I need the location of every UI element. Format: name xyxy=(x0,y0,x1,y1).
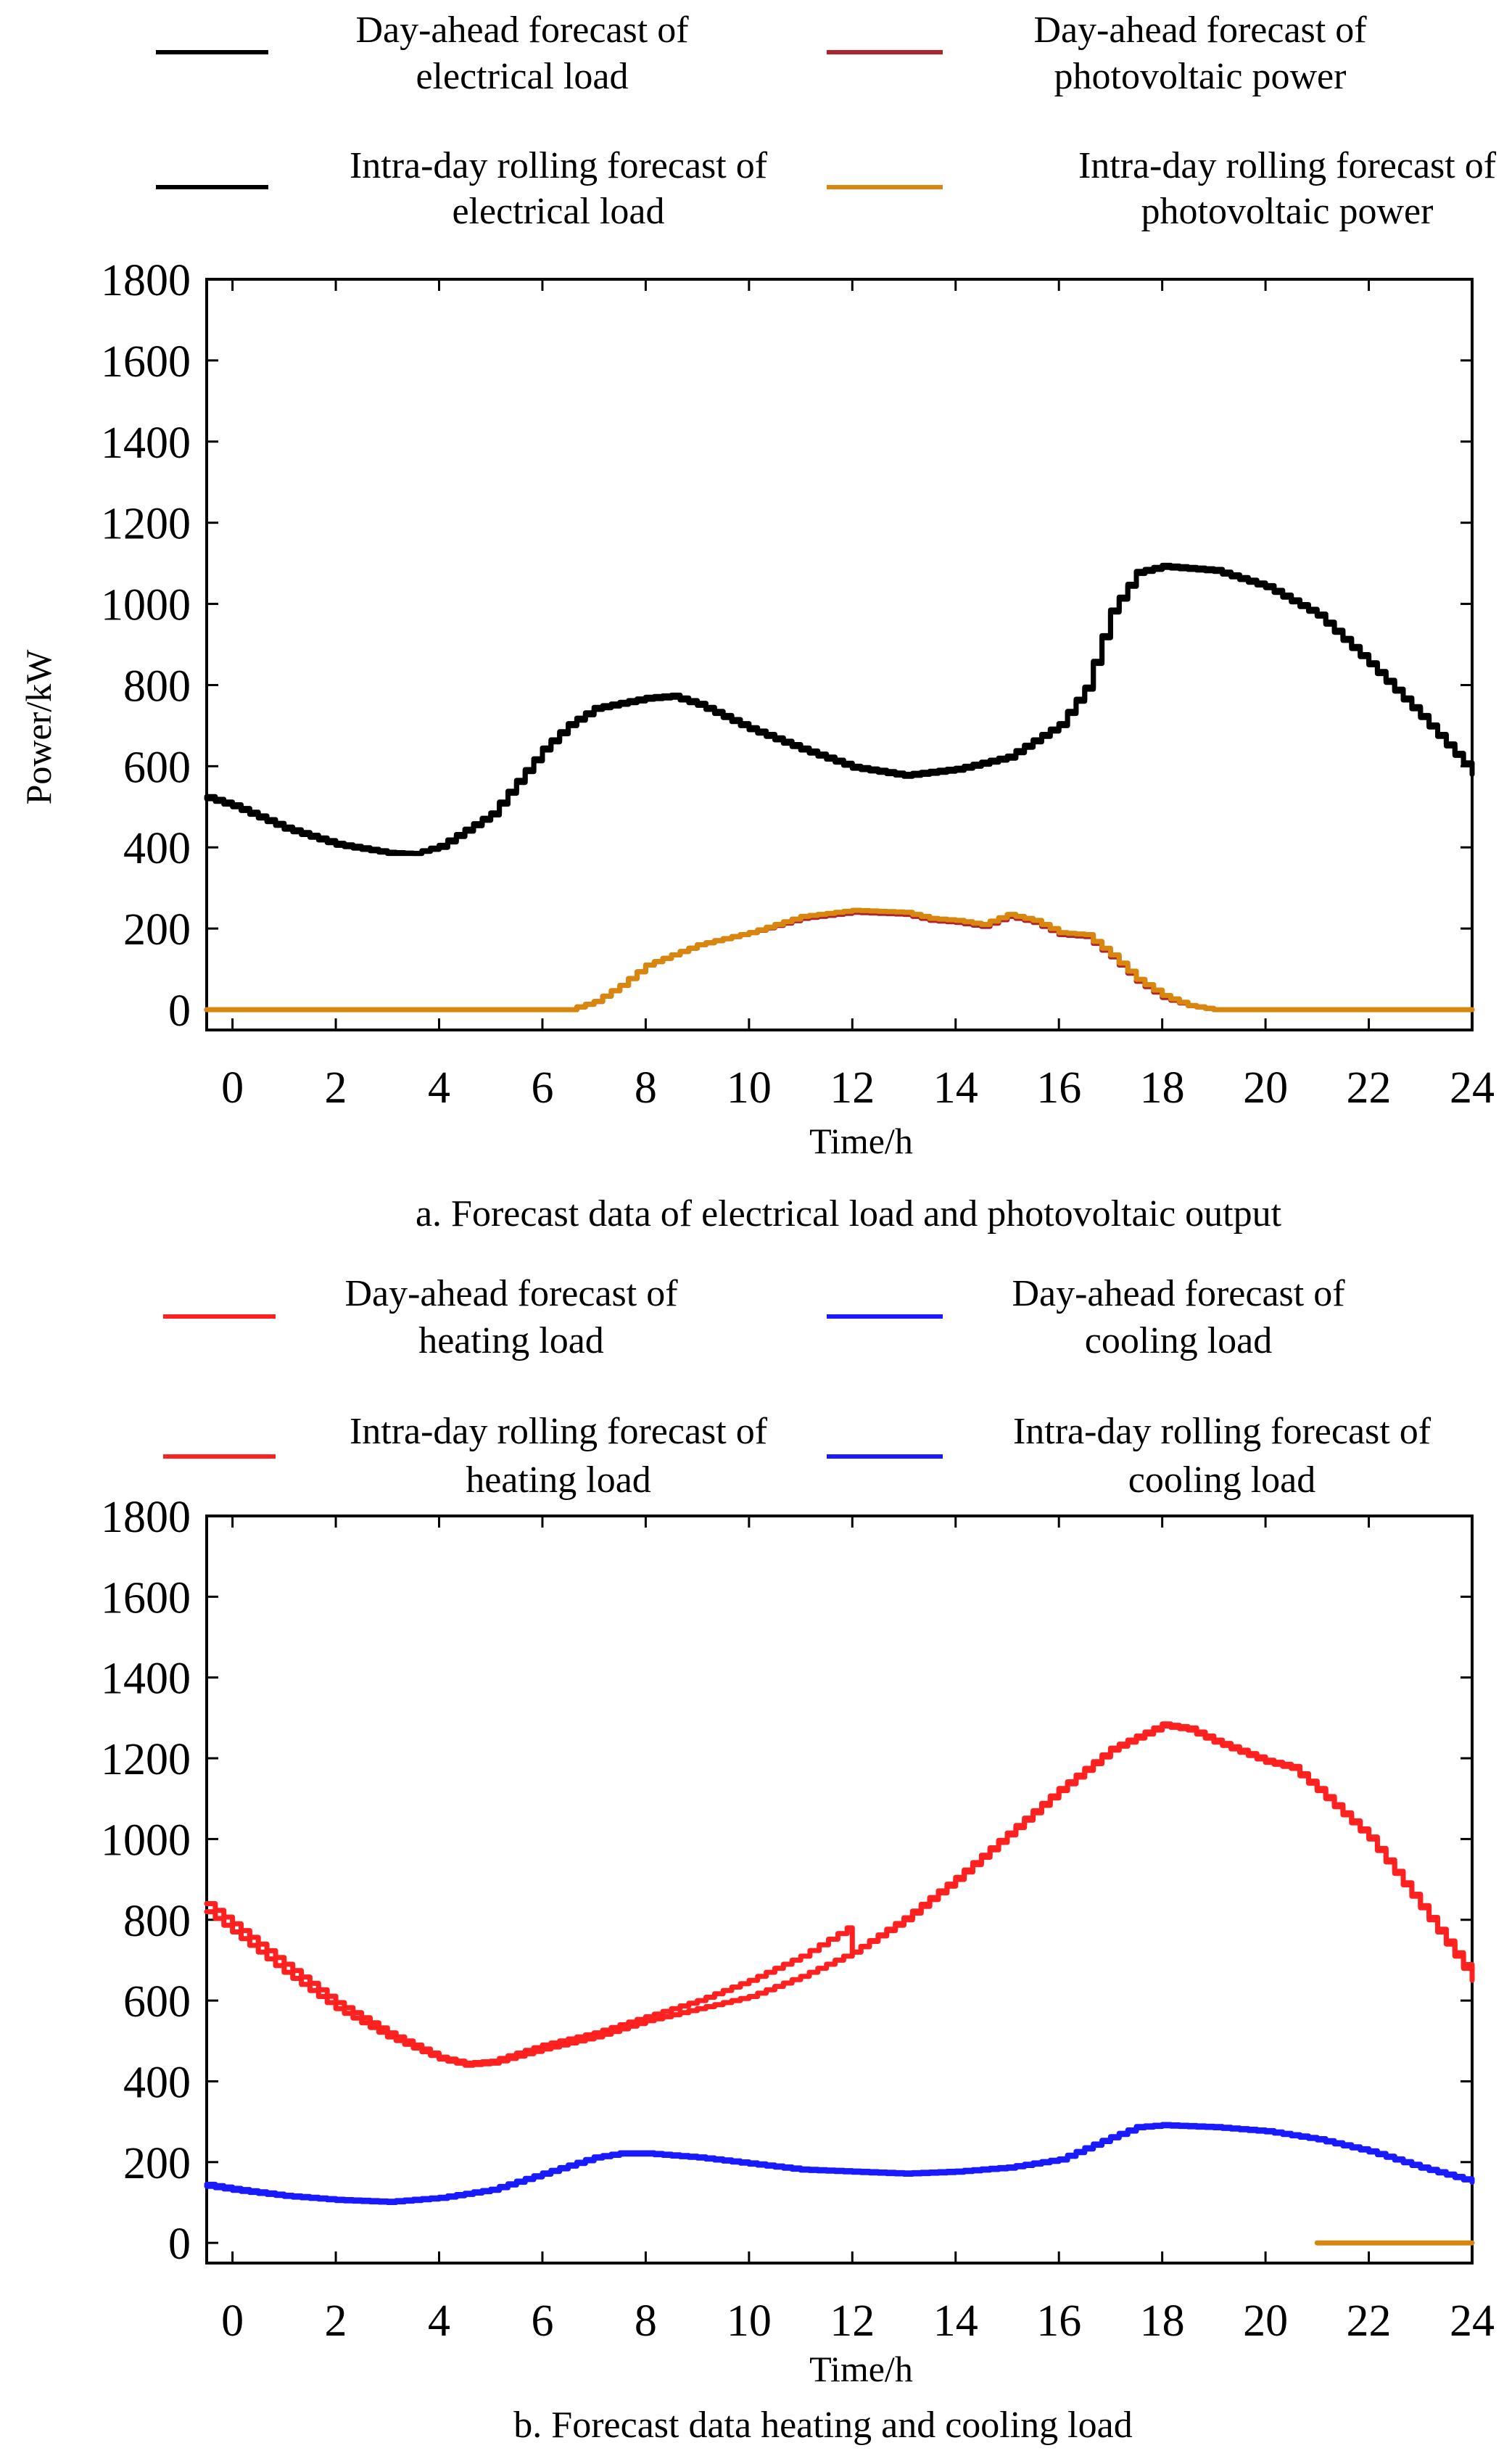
y-tick-label: 1000 xyxy=(101,581,191,630)
legend-label: Intra-day rolling forecast of xyxy=(350,145,768,186)
series-line xyxy=(204,2122,1475,2204)
series-line xyxy=(204,910,1475,1013)
y-tick-label: 200 xyxy=(123,905,191,955)
x-tick-label: 14 xyxy=(933,1063,978,1113)
y-tick-label: 0 xyxy=(168,986,191,1036)
x-tick-label: 18 xyxy=(1140,2296,1185,2346)
y-tick-label: 1600 xyxy=(101,337,191,387)
y-tick-label: 600 xyxy=(123,743,191,792)
x-tick-label: 4 xyxy=(428,1063,450,1113)
legend-item: Intra-day rolling forecast of heating loa… xyxy=(163,1411,768,1501)
legend-label: photovoltaic power xyxy=(1141,191,1434,232)
series-line xyxy=(204,1723,1475,2068)
x-tick-label: 4 xyxy=(428,2296,450,2346)
legend-label: Day-ahead forecast of xyxy=(355,9,689,51)
x-tick-label: 20 xyxy=(1243,2296,1288,2346)
x-axis: 0 2 4 6 8 10 12 14 16 18 20 22 24 xyxy=(221,279,1495,1113)
x-tick-label: 18 xyxy=(1140,1063,1185,1113)
x-tick-label: 6 xyxy=(531,2296,553,2346)
x-tick-label: 20 xyxy=(1243,1063,1288,1113)
x-tick-label: 12 xyxy=(830,2296,875,2346)
x-tick-label: 16 xyxy=(1036,1063,1081,1113)
x-axis-label: Time/h xyxy=(809,1121,913,1161)
legend-item: Day-ahead forecast of cooling load xyxy=(827,1273,1345,1361)
series-line xyxy=(204,562,1475,857)
x-tick-label: 14 xyxy=(933,2296,978,2346)
y-axis: 0 200 400 600 800 1000 1200 1400 1600 1800 xyxy=(101,256,1472,1036)
series-line xyxy=(204,564,1475,857)
legend-label: electrical load xyxy=(452,191,664,232)
legend-label: heating load xyxy=(418,1320,604,1361)
y-tick-label: 1400 xyxy=(101,1654,191,1704)
y-tick-label: 800 xyxy=(123,1897,191,1946)
caption: b. Forecast data heating and cooling loa… xyxy=(513,2405,1132,2446)
y-tick-label: 1400 xyxy=(101,419,191,468)
y-tick-label: 1200 xyxy=(101,1735,191,1784)
series-line xyxy=(204,907,1475,1013)
legend-item: Day-ahead forecast of photovoltaic power xyxy=(827,9,1367,97)
x-tick-label: 8 xyxy=(635,2296,657,2346)
legend-label: Intra-day rolling forecast of xyxy=(350,1411,768,1452)
legend-label: Day-ahead forecast of xyxy=(344,1273,678,1314)
plot-frame xyxy=(205,278,1474,1031)
x-tick-label: 0 xyxy=(221,1063,244,1113)
x-tick-label: 12 xyxy=(830,1063,875,1113)
x-tick-label: 10 xyxy=(727,2296,772,2346)
y-tick-label: 1800 xyxy=(101,1493,191,1542)
y-tick-label: 600 xyxy=(123,1977,191,2027)
y-tick-label: 400 xyxy=(123,2058,191,2107)
y-tick-label: 400 xyxy=(123,824,191,873)
legend-item: Day-ahead forecast of electrical load xyxy=(156,9,689,97)
legend-label: Day-ahead forecast of xyxy=(1012,1273,1345,1314)
x-tick-label: 24 xyxy=(1450,2296,1495,2346)
series-line xyxy=(204,2123,1475,2205)
series-group xyxy=(204,562,1475,1013)
x-tick-label: 8 xyxy=(635,1063,657,1113)
legend-label: cooling load xyxy=(1085,1320,1273,1361)
x-tick-label: 6 xyxy=(531,1063,553,1113)
legend-label: Intra-day rolling forecast of xyxy=(1078,145,1497,186)
y-tick-label: 800 xyxy=(123,662,191,711)
x-tick-label: 24 xyxy=(1450,1063,1495,1113)
y-axis: 0 200 400 600 800 1000 1200 1400 1600 1800 xyxy=(101,1493,1472,2269)
y-tick-label: 0 xyxy=(168,2220,191,2269)
legend-label: electrical load xyxy=(416,56,628,97)
y-tick-label: 1800 xyxy=(101,256,191,305)
x-tick-label: 2 xyxy=(325,1063,347,1113)
series-line xyxy=(204,1721,1475,2066)
y-tick-label: 1000 xyxy=(101,1816,191,1865)
x-tick-label: 0 xyxy=(221,2296,244,2346)
legend-label: Intra-day rolling forecast of xyxy=(1013,1411,1432,1452)
x-tick-label: 2 xyxy=(325,2296,347,2346)
caption: a. Forecast data of electrical load and … xyxy=(416,1193,1282,1235)
legend-item: Intra-day rolling forecast of cooling loa… xyxy=(827,1411,1432,1501)
plot-frame xyxy=(205,1515,1474,2265)
legend-item: Intra-day rolling forecast of electrical … xyxy=(156,145,768,232)
legend-item: Day-ahead forecast of heating load xyxy=(163,1273,678,1361)
legend-label: heating load xyxy=(466,1459,651,1501)
legend-label: photovoltaic power xyxy=(1054,56,1347,97)
legend-item: Intra-day rolling forecast of photovoltai… xyxy=(827,145,1497,232)
y-axis-label: Power/kW xyxy=(18,649,59,805)
y-tick-label: 1200 xyxy=(101,500,191,549)
series-group xyxy=(204,1721,1475,2246)
x-tick-label: 10 xyxy=(727,1063,772,1113)
x-tick-label: 16 xyxy=(1036,2296,1081,2346)
x-axis-label: Time/h xyxy=(809,2349,913,2389)
legend-label: Day-ahead forecast of xyxy=(1033,9,1367,51)
y-tick-label: 1600 xyxy=(101,1573,191,1623)
x-tick-label: 22 xyxy=(1347,1063,1392,1113)
legend-label: cooling load xyxy=(1128,1459,1316,1501)
x-axis: 0 2 4 6 8 10 12 14 16 18 20 22 24 xyxy=(221,1516,1495,2346)
x-tick-label: 22 xyxy=(1347,2296,1392,2346)
y-tick-label: 200 xyxy=(123,2139,191,2188)
